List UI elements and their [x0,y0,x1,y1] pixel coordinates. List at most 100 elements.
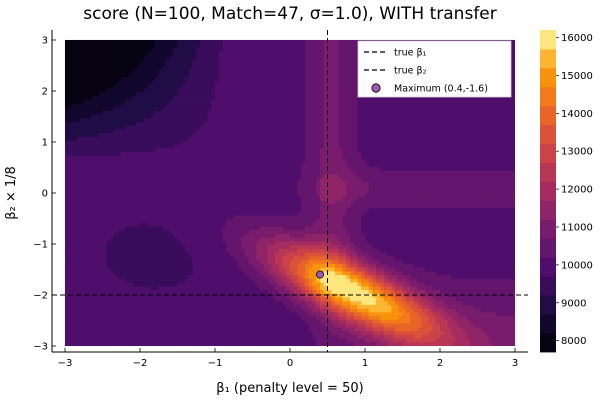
contour-cell [80,51,85,56]
contour-cell [211,122,216,127]
contour-cell [222,222,227,228]
contour-cell [185,316,190,321]
contour-cell [230,323,235,328]
contour-cell [162,185,167,190]
contour-cell [143,304,149,310]
contour-cell [241,43,246,49]
contour-cell [252,338,257,343]
contour-cell [117,84,122,90]
contour-cell [147,293,152,299]
contour-cell [76,196,81,202]
contour-cell [248,331,254,336]
contour-cell [185,62,190,67]
contour-cell [65,226,70,231]
contour-cell [290,196,295,202]
contour-cell [136,51,141,56]
contour-cell [252,51,257,56]
contour-cell [95,293,100,299]
contour-cell [151,290,156,295]
contour-cell [211,92,216,97]
contour-cell [132,248,137,254]
contour-cell [140,77,145,82]
contour-cell [132,275,137,280]
contour-cell [83,193,89,198]
contour-cell [215,293,220,299]
contour-cell [233,58,239,63]
contour-cell [230,248,235,254]
contour-cell [65,278,70,284]
contour-cell [128,118,134,123]
contour-cell [117,207,122,213]
contour-cell [248,185,254,190]
contour-cell [121,323,126,328]
contour-cell [215,51,220,56]
contour-cell [226,193,231,198]
contour-cell [278,151,284,157]
contour-cell [113,144,119,149]
contour-cell [83,137,89,142]
contour-cell [200,196,205,202]
contour-cell [98,316,104,321]
contour-cell [87,95,92,101]
contour-cell [233,241,239,246]
contour-cell [68,237,74,243]
contour-cell [237,323,242,328]
contour-cell [128,51,134,56]
contour-cell [125,84,130,90]
contour-cell [140,241,145,246]
contour-cell [113,129,119,134]
contour-cell [196,245,201,250]
contour-cell [185,290,190,295]
contour-cell [241,58,246,63]
contour-cell [76,234,81,239]
contour-cell [136,207,141,213]
contour-cell [68,148,74,153]
contour-cell [233,275,239,280]
contour-cell [267,81,272,86]
contour-cell [230,316,235,321]
contour-cell [278,133,284,138]
contour-cell [132,256,137,261]
contour-cell [290,110,295,116]
contour-cell [282,267,287,272]
contour-cell [226,297,231,302]
contour-cell [252,118,257,123]
contour-cell [158,204,164,209]
contour-cell [140,319,145,325]
contour-cell [185,226,190,231]
contour-cell [91,47,96,52]
contour-cell [136,151,141,157]
contour-cell [140,137,145,142]
contour-cell [245,47,250,52]
contour-cell [260,118,265,123]
contour-cell [147,58,152,63]
contour-cell [158,241,164,246]
contour-cell [87,338,92,343]
contour-cell [117,267,122,272]
contour-cell [173,54,179,60]
contour-cell [185,140,190,146]
contour-cell [83,222,89,228]
contour-cell [256,163,261,168]
contour-cell [271,81,276,86]
contour-cell [248,308,254,314]
contour-cell [278,144,284,149]
contour-cell [68,248,74,254]
contour-cell [98,151,104,157]
contour-cell [128,234,134,239]
contour-cell [158,245,164,250]
contour-cell [106,140,111,146]
contour-cell [166,196,171,202]
contour-cell [143,81,149,86]
contour-cell [158,181,164,187]
contour-cell [166,278,171,284]
contour-cell [76,133,81,138]
contour-cell [226,256,231,261]
contour-cell [252,323,257,328]
contour-cell [290,263,295,269]
contour-cell [110,174,115,179]
contour-cell [211,316,216,321]
contour-cell [218,151,224,157]
contour-cell [218,204,224,209]
contour-cell [245,144,250,149]
